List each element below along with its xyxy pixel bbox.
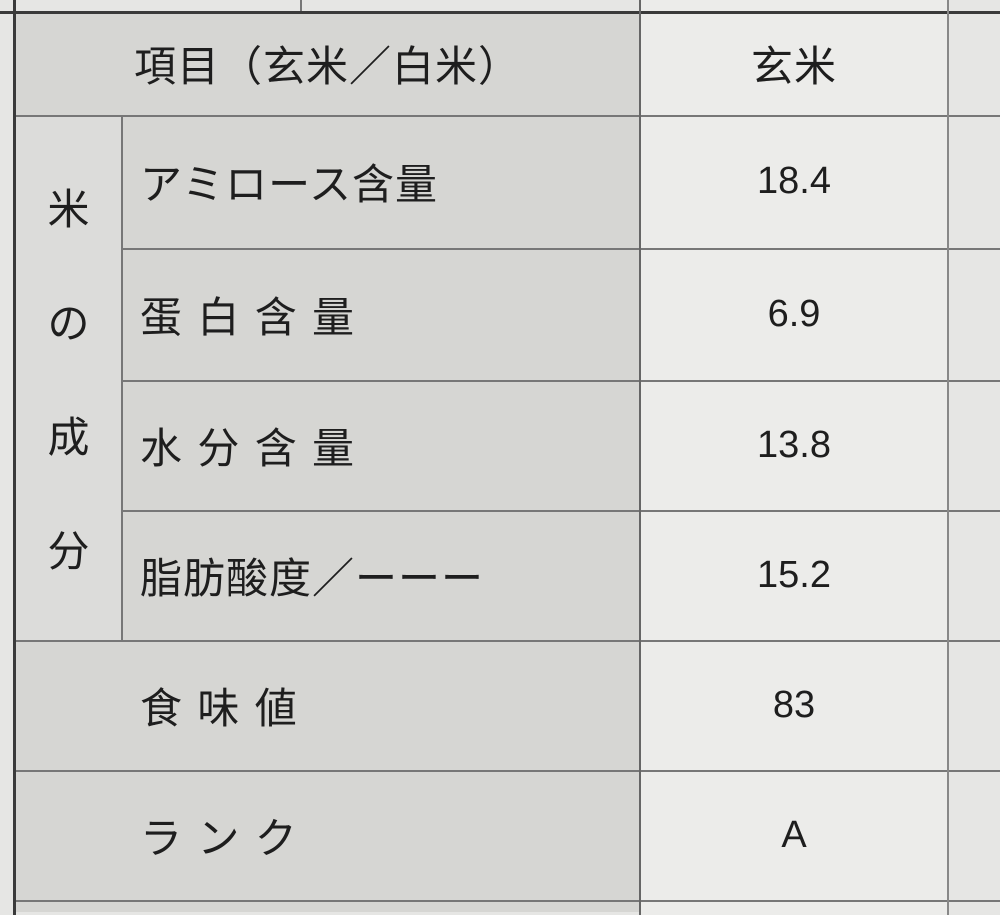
row-value-rank: A — [640, 770, 948, 900]
rule — [0, 11, 1000, 14]
group-char: 成 — [47, 412, 90, 462]
group-char: 分 — [47, 526, 90, 576]
group-label-kome-no-seibun: 米 の 成 分 — [15, 115, 122, 640]
rule — [13, 0, 16, 915]
rule — [122, 248, 1000, 250]
rule — [15, 115, 1000, 117]
group-char: 米 — [47, 185, 90, 235]
rule — [122, 380, 1000, 382]
rule — [639, 0, 641, 915]
value-text: 18.4 — [757, 160, 831, 202]
value-text: 15.2 — [757, 553, 831, 596]
row-value-taste-value: 83 — [640, 640, 948, 770]
rule — [947, 0, 949, 915]
rule — [121, 115, 123, 640]
row-label-fatty-acid: 脂肪酸度／ーーー — [140, 553, 485, 603]
row-label-taste-value: 食 味 値 — [140, 683, 298, 733]
row-label-moisture: 水 分 含 量 — [140, 423, 356, 473]
rule — [122, 510, 1000, 512]
rule — [300, 0, 302, 11]
group-char: の — [47, 299, 90, 349]
rule — [15, 770, 1000, 772]
header-item: 項目（玄米／白米） — [133, 42, 521, 91]
row-value-fatty-acid: 15.2 — [640, 510, 948, 640]
value-text: 13.8 — [757, 423, 831, 466]
row-label-amylose: アミロース含量 — [140, 160, 439, 209]
value-text: 6.9 — [767, 292, 821, 335]
value-text: 83 — [772, 683, 816, 726]
row-label-protein: 蛋 白 含 量 — [140, 292, 356, 342]
group-column-bg — [15, 115, 122, 640]
row-value-amylose: 18.4 — [640, 115, 948, 248]
row-value-moisture: 13.8 — [640, 380, 948, 510]
rule — [15, 640, 1000, 642]
value-column-bg — [640, 0, 948, 915]
header-genmai: 玄米 — [750, 42, 837, 91]
rule — [15, 900, 1000, 902]
row-label-rank: ラ ン ク — [140, 813, 298, 863]
value-text: A — [781, 813, 807, 856]
row-value-protein: 6.9 — [640, 248, 948, 380]
